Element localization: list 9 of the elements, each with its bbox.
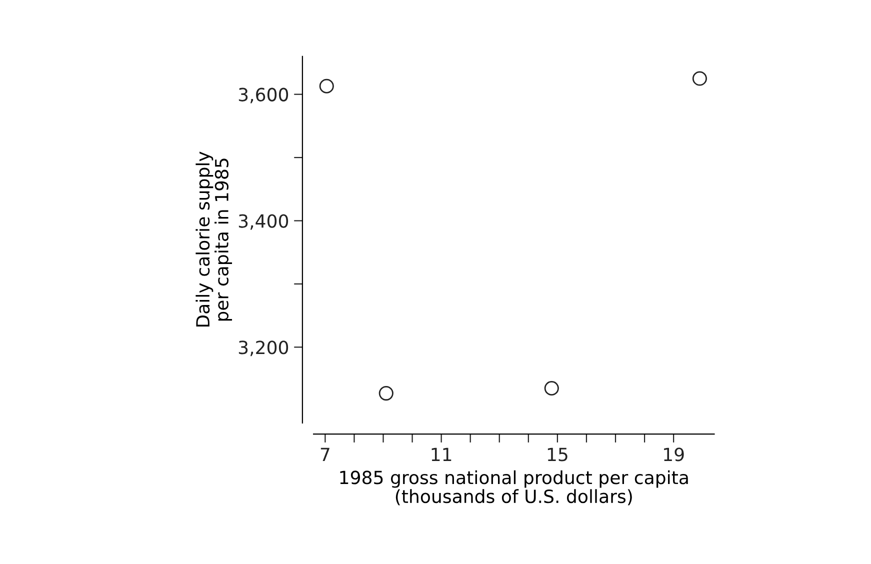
- y-tick-label: 3,400: [238, 214, 288, 230]
- y-axis-title: Daily calorie supply per capita in 1985: [196, 152, 232, 327]
- x-tick-label: 15: [548, 448, 568, 462]
- y-tick-label: 3,200: [238, 340, 288, 356]
- x-tick-label: 19: [664, 448, 684, 462]
- y-tick-label: 3,600: [238, 88, 288, 104]
- x-tick-label: 11: [432, 448, 452, 462]
- x-tick-label: 7: [320, 448, 330, 462]
- x-axis-title: 1985 gross national product per capita (thousands of U.S. dollars): [340, 470, 688, 506]
